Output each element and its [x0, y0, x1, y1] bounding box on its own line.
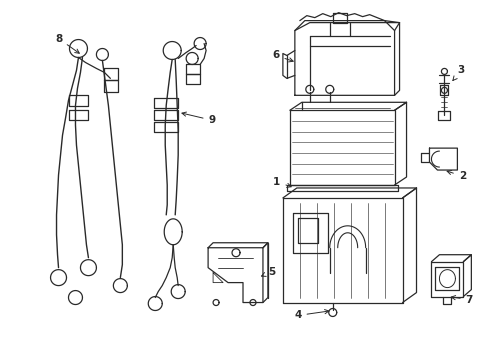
- Text: 4: 4: [294, 310, 328, 320]
- Text: 7: 7: [450, 294, 472, 305]
- Text: 2: 2: [446, 171, 465, 181]
- Text: 8: 8: [55, 33, 79, 53]
- Text: 1: 1: [273, 177, 290, 188]
- Text: 9: 9: [182, 112, 215, 125]
- Text: 3: 3: [452, 66, 464, 81]
- Text: 6: 6: [272, 50, 293, 62]
- Text: 5: 5: [261, 267, 275, 276]
